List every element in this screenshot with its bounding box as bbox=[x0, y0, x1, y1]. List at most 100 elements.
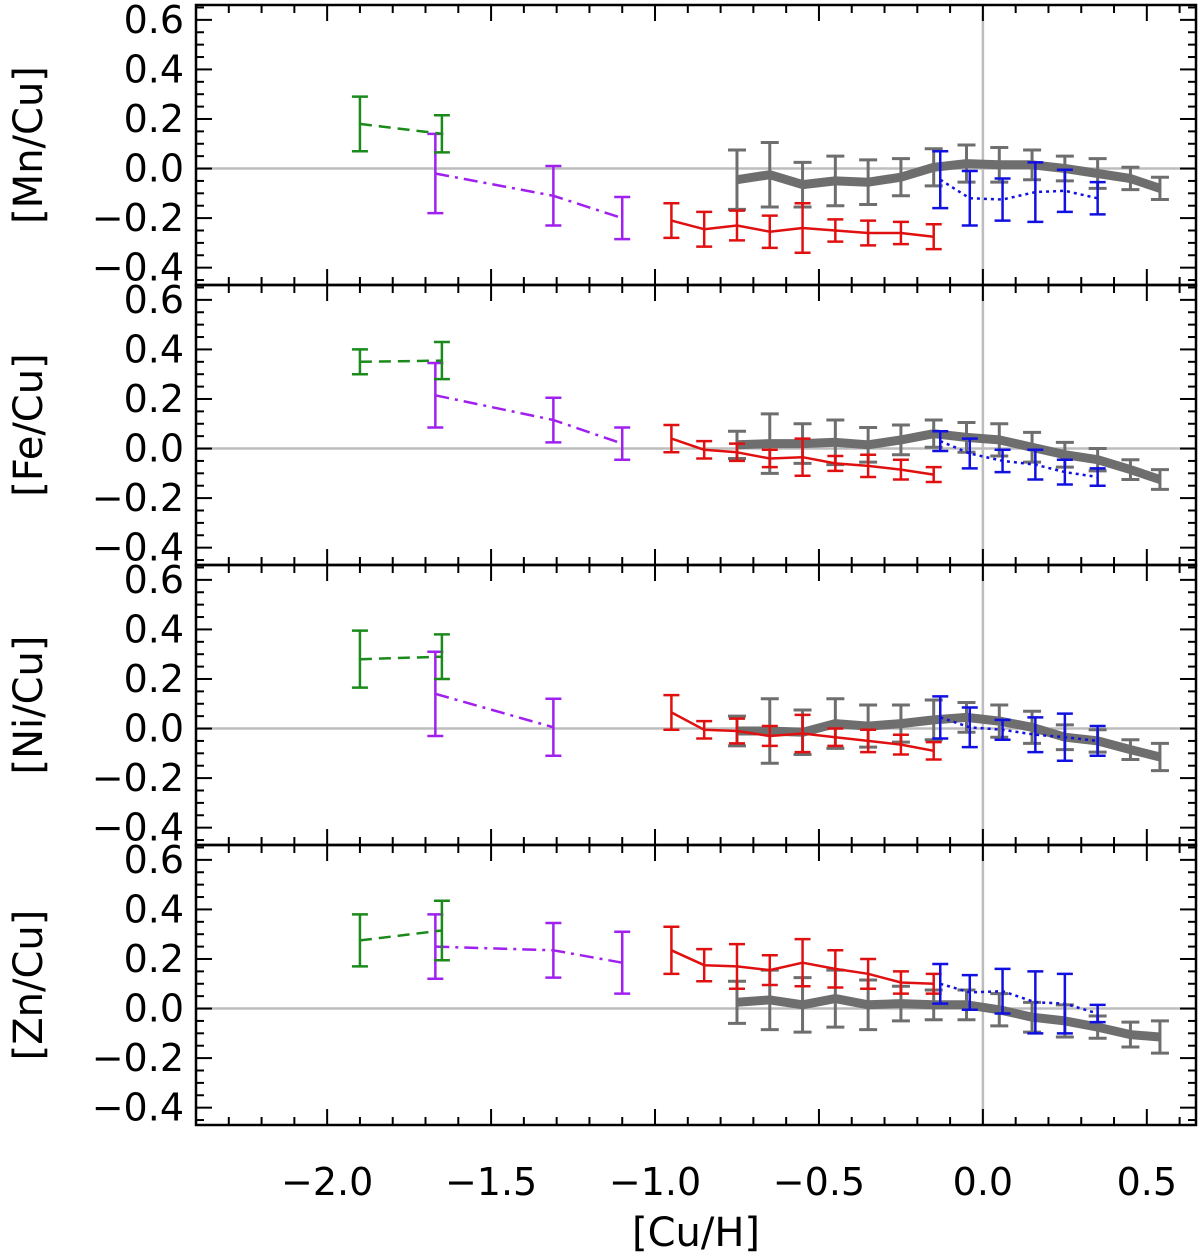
error-bar bbox=[961, 169, 978, 227]
error-bar bbox=[961, 706, 978, 749]
error-bar bbox=[1150, 741, 1169, 773]
series-green bbox=[351, 629, 450, 689]
series-blue bbox=[932, 695, 1106, 763]
series-green bbox=[351, 95, 450, 154]
error-bar bbox=[1027, 161, 1044, 224]
y-tick-label: 0.4 bbox=[124, 327, 184, 371]
y-axis-title: [Fe/Cu] bbox=[6, 353, 52, 496]
series-line-red bbox=[671, 219, 934, 238]
panel-frame bbox=[194, 283, 1198, 567]
error-bar bbox=[614, 195, 631, 241]
error-bar bbox=[1056, 168, 1073, 214]
y-tick-label: 0.4 bbox=[124, 47, 184, 91]
y-tick-label: 0.2 bbox=[124, 97, 184, 141]
y-tick-label: 0.6 bbox=[124, 838, 184, 882]
x-tick-label: 0.0 bbox=[953, 1160, 1013, 1204]
error-bar bbox=[1089, 467, 1106, 487]
y-tick-label: −0.4 bbox=[92, 1086, 184, 1130]
error-bar bbox=[932, 149, 949, 210]
error-bar bbox=[1150, 175, 1169, 202]
series-line-red bbox=[670, 711, 934, 753]
error-bar bbox=[932, 429, 949, 453]
error-bar bbox=[961, 437, 978, 470]
series-line-blue bbox=[939, 982, 1098, 1015]
error-bar bbox=[1089, 1003, 1106, 1024]
series-line-gray bbox=[736, 159, 1162, 193]
series-blue bbox=[932, 962, 1106, 1035]
y-tick-label: 0.2 bbox=[124, 377, 184, 421]
panel-2: 0.6 0.4 0.2 0.0 −0.2 −0.4 [Fe/Cu] bbox=[6, 278, 1198, 570]
x-axis-title: [Cu/H] bbox=[632, 1210, 760, 1256]
series-line-gray bbox=[736, 429, 1162, 484]
y-tick-label: 0.2 bbox=[124, 657, 184, 701]
series-line-green bbox=[359, 359, 442, 364]
y-tick-label: −0.2 bbox=[92, 756, 184, 800]
x-tick-label: −1.0 bbox=[609, 1160, 701, 1204]
series-line-purple bbox=[435, 394, 623, 445]
series-line-gray bbox=[736, 994, 1161, 1042]
y-tick-label: −0.4 bbox=[92, 806, 184, 850]
series-blue bbox=[932, 149, 1106, 227]
y-axis-title: [Mn/Cu] bbox=[6, 66, 52, 224]
y-tick-label: 0.6 bbox=[124, 558, 184, 602]
y-tick-label: 0.6 bbox=[124, 278, 184, 322]
series-red bbox=[663, 423, 942, 484]
chart-panels: 0.6 0.4 0.2 0.0 −0.2 −0.4 [Mn/Cu] 0.6 0.4 0.2 0.0 −… bbox=[6, 0, 1198, 1204]
error-bar bbox=[1089, 724, 1106, 758]
error-bar bbox=[925, 740, 942, 761]
y-axis-title: [Ni/Cu] bbox=[6, 635, 52, 774]
series-gray bbox=[727, 968, 1169, 1055]
y-tick-label: −0.4 bbox=[92, 246, 184, 290]
series-green bbox=[351, 340, 450, 381]
panel-frame bbox=[194, 563, 1198, 847]
error-bar bbox=[932, 695, 949, 740]
y-tick-label: −0.2 bbox=[92, 1036, 184, 1080]
series-line-purple bbox=[435, 172, 623, 220]
error-bar bbox=[1027, 716, 1044, 754]
series-gray bbox=[727, 141, 1169, 211]
y-tick-label: 0.2 bbox=[124, 937, 184, 981]
x-tick-label: −2.0 bbox=[281, 1160, 373, 1204]
series-line-green bbox=[359, 929, 443, 942]
series-line-red bbox=[670, 437, 934, 476]
error-bar bbox=[433, 633, 450, 681]
error-bar bbox=[433, 114, 450, 154]
y-tick-label: 0.0 bbox=[124, 707, 184, 751]
y-tick-label: 0.6 bbox=[124, 0, 184, 42]
error-bar bbox=[614, 930, 631, 995]
series-gray bbox=[727, 412, 1169, 491]
error-bar bbox=[1089, 180, 1106, 216]
error-bar bbox=[994, 177, 1011, 222]
error-bar bbox=[1056, 458, 1073, 486]
y-tick-label: 0.0 bbox=[124, 147, 184, 191]
series-blue bbox=[932, 429, 1106, 487]
y-tick-label: 0.4 bbox=[124, 887, 184, 931]
series-purple bbox=[427, 913, 631, 995]
error-bar bbox=[1150, 1019, 1169, 1055]
y-tick-label: −0.4 bbox=[92, 526, 184, 570]
panel-3: 0.6 0.4 0.2 0.0 −0.2 −0.4 [Ni/Cu] bbox=[6, 558, 1198, 850]
x-tick-label: −0.5 bbox=[773, 1160, 865, 1204]
series-red bbox=[663, 693, 942, 761]
series-purple bbox=[427, 650, 562, 758]
y-tick-label: 0.4 bbox=[124, 607, 184, 651]
y-tick-label: −0.2 bbox=[92, 476, 184, 520]
series-line-purple bbox=[435, 945, 623, 964]
error-bar bbox=[1150, 468, 1169, 491]
panel-1: 0.6 0.4 0.2 0.0 −0.2 −0.4 [Mn/Cu] bbox=[6, 0, 1198, 290]
series-red bbox=[663, 925, 942, 995]
series-red bbox=[663, 201, 942, 255]
series-line-blue bbox=[939, 178, 1098, 201]
y-tick-label: 0.0 bbox=[124, 987, 184, 1031]
error-bar bbox=[932, 962, 949, 1005]
series-purple bbox=[427, 132, 631, 241]
series-line-purple bbox=[434, 692, 554, 729]
error-bar bbox=[614, 426, 631, 461]
series-green bbox=[351, 899, 450, 968]
y-axis-title: [Zn/Cu] bbox=[6, 910, 52, 1061]
x-tick-label: −1.5 bbox=[445, 1160, 537, 1204]
series-purple bbox=[427, 361, 631, 461]
y-tick-label: −0.2 bbox=[92, 196, 184, 240]
series-line-red bbox=[670, 949, 934, 986]
